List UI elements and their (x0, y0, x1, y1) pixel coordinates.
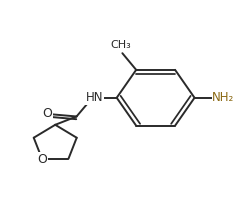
Text: O: O (42, 108, 52, 120)
Text: HN: HN (86, 91, 103, 104)
Text: CH₃: CH₃ (110, 40, 131, 50)
Text: NH₂: NH₂ (212, 91, 234, 104)
Text: O: O (37, 153, 47, 166)
